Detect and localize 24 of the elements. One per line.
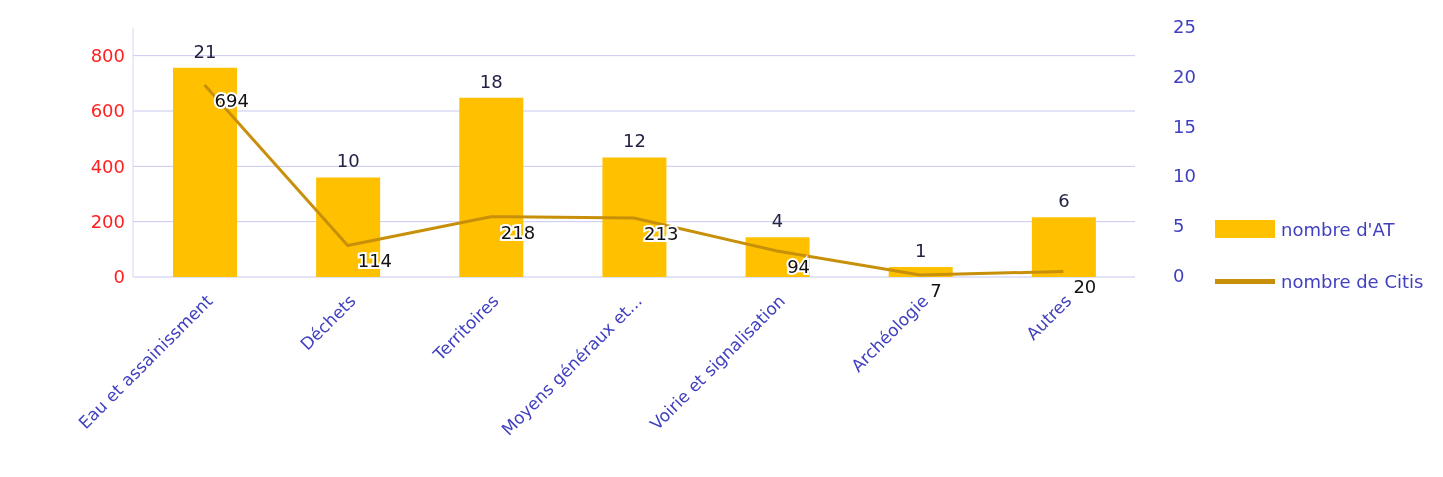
data-label: 21	[193, 40, 217, 62]
y-tick-label: 0	[113, 266, 125, 288]
bar	[1031, 217, 1096, 277]
legend-label: nombre de Citis	[1281, 270, 1424, 292]
y-tick-label: 800	[90, 45, 125, 67]
legend-label: nombre d'AT	[1281, 218, 1395, 240]
data-label: 12	[622, 130, 646, 152]
data-label: 18	[479, 70, 503, 92]
y2-tick-label: 0	[1173, 265, 1185, 286]
data-label: 6	[1058, 190, 1070, 212]
y-tick-label: 400	[90, 155, 125, 177]
y2-tick-label: 25	[1173, 16, 1196, 37]
data-label: 20	[1073, 276, 1097, 298]
y-tick-label: 200	[90, 211, 125, 233]
data-label: 1	[914, 240, 927, 262]
data-label: 4	[771, 210, 784, 232]
data-label: 10	[336, 150, 360, 172]
y2-tick-label: 15	[1173, 115, 1196, 137]
y2-tick-label: 10	[1173, 165, 1196, 187]
y-tick-label: 600	[90, 100, 125, 122]
data-label: 94	[787, 255, 811, 277]
data-label: 7	[930, 280, 942, 302]
y2-tick-label: 20	[1173, 65, 1196, 87]
y2-tick-label: 5	[1173, 215, 1185, 237]
